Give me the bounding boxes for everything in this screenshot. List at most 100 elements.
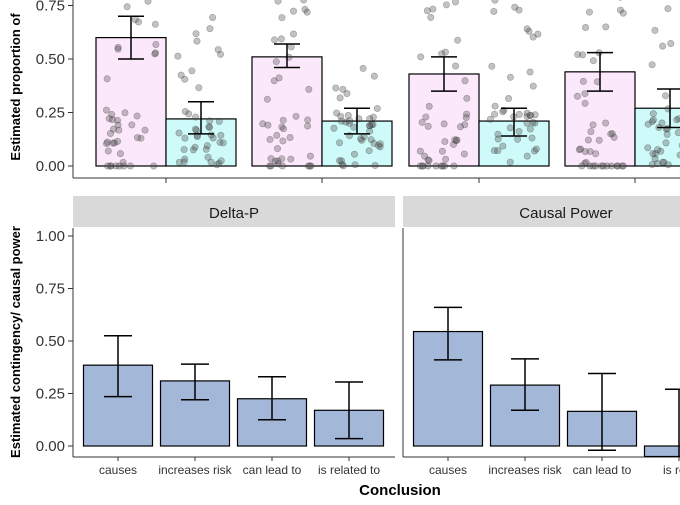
raw-data-point — [337, 95, 343, 101]
raw-data-point — [220, 140, 226, 146]
raw-data-point — [120, 159, 126, 165]
raw-data-point — [659, 43, 665, 49]
raw-data-point — [668, 40, 674, 46]
raw-data-point — [585, 137, 591, 143]
raw-data-point — [306, 86, 312, 92]
raw-data-point — [495, 147, 501, 153]
raw-data-point — [491, 8, 497, 14]
raw-data-point — [276, 75, 282, 81]
raw-data-point — [194, 132, 200, 138]
raw-data-point — [442, 49, 448, 55]
raw-data-point — [604, 163, 610, 169]
raw-data-point — [271, 37, 277, 43]
raw-data-point — [113, 163, 119, 169]
raw-data-point — [176, 159, 182, 165]
top-bar — [252, 57, 322, 166]
raw-data-point — [443, 2, 449, 8]
raw-data-point — [614, 163, 620, 169]
raw-data-point — [602, 120, 608, 126]
raw-data-point — [464, 95, 470, 101]
raw-data-point — [357, 136, 363, 142]
raw-data-point — [193, 30, 199, 36]
raw-data-point — [117, 150, 123, 156]
raw-data-point — [273, 58, 279, 64]
raw-data-point — [345, 112, 351, 118]
facet-title-causal-power: Causal Power — [519, 205, 612, 222]
raw-data-point — [367, 116, 373, 122]
raw-data-point — [500, 143, 506, 149]
top-panel: 0.000.250.500.75 — [36, 0, 680, 183]
raw-data-point — [302, 6, 308, 12]
raw-data-point — [507, 74, 513, 80]
raw-data-point — [665, 5, 671, 11]
raw-data-point — [417, 54, 423, 60]
raw-data-point — [531, 148, 537, 154]
raw-data-point — [280, 117, 286, 123]
x-tick-label: causes — [429, 463, 467, 477]
raw-data-point — [307, 163, 313, 169]
raw-data-point — [268, 163, 274, 169]
raw-data-point — [115, 122, 121, 128]
raw-data-point — [280, 138, 286, 144]
y-tick-label: 1.00 — [36, 228, 65, 245]
raw-data-point — [649, 62, 655, 68]
y-tick-label: 0.00 — [36, 158, 65, 175]
raw-data-point — [274, 145, 280, 151]
raw-data-point — [611, 134, 617, 140]
raw-data-point — [451, 163, 457, 169]
raw-data-point — [104, 163, 110, 169]
raw-data-point — [182, 76, 188, 82]
raw-data-point — [596, 137, 602, 143]
raw-data-point — [620, 10, 626, 16]
top-y-axis-label: Estimated proportion of — [8, 13, 23, 161]
raw-data-point — [104, 76, 110, 82]
x-tick-label: is related to — [318, 463, 380, 477]
bottom-y-axis-label: Estimated contingency/ causal power — [8, 226, 23, 458]
raw-data-point — [530, 34, 536, 40]
raw-data-point — [360, 65, 366, 71]
raw-data-point — [268, 155, 274, 161]
raw-data-point — [507, 159, 513, 165]
y-tick-label: 0.75 — [36, 281, 65, 298]
raw-data-point — [505, 95, 511, 101]
raw-data-point — [425, 123, 431, 129]
raw-data-point — [438, 163, 444, 169]
raw-data-point — [182, 135, 188, 141]
raw-data-point — [461, 151, 467, 157]
raw-data-point — [106, 115, 112, 121]
raw-data-point — [439, 148, 445, 154]
raw-data-point — [122, 110, 128, 116]
raw-data-point — [662, 93, 668, 99]
raw-data-point — [218, 132, 224, 138]
raw-data-point — [574, 51, 580, 57]
x-tick-label: is rela — [663, 463, 680, 477]
raw-data-point — [218, 158, 224, 164]
raw-data-point — [267, 136, 273, 142]
raw-data-point — [351, 124, 357, 130]
raw-data-point — [304, 117, 310, 123]
bottom-bar — [645, 446, 680, 457]
raw-data-point — [333, 110, 339, 116]
raw-data-point — [275, 0, 281, 4]
raw-data-point — [423, 114, 429, 120]
raw-data-point — [142, 127, 148, 133]
raw-data-point — [582, 100, 588, 106]
raw-data-point — [586, 9, 592, 15]
raw-data-point — [492, 103, 498, 109]
raw-data-point — [421, 153, 427, 159]
raw-data-point — [495, 131, 501, 137]
raw-data-point — [290, 8, 296, 14]
raw-data-point — [176, 130, 182, 136]
raw-data-point — [676, 115, 680, 121]
raw-data-point — [216, 118, 222, 124]
raw-data-point — [307, 153, 313, 159]
raw-data-point — [452, 63, 458, 69]
raw-data-point — [492, 0, 498, 3]
raw-data-point — [300, 0, 306, 3]
raw-data-point — [265, 122, 271, 128]
raw-data-point — [462, 122, 468, 128]
raw-data-point — [377, 141, 383, 147]
raw-data-point — [530, 119, 536, 125]
raw-data-point — [452, 0, 458, 5]
raw-data-point — [530, 83, 536, 89]
